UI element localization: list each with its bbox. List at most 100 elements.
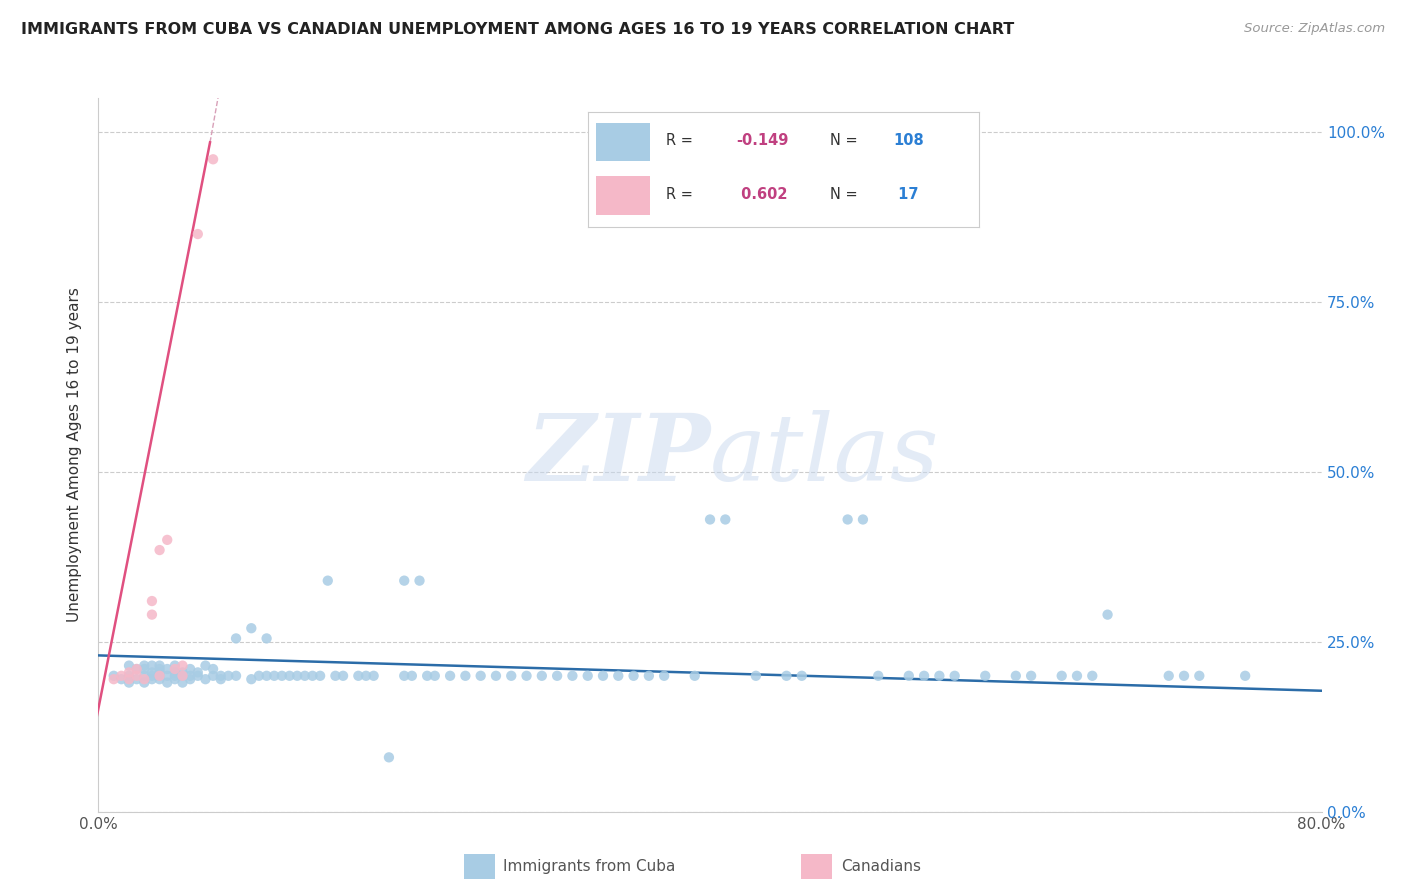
Point — [363, 669, 385, 683]
Point — [1004, 669, 1026, 683]
Point — [316, 574, 339, 588]
Point — [401, 669, 423, 683]
Point — [256, 669, 278, 683]
Point — [912, 669, 935, 683]
Point — [240, 621, 263, 635]
Point — [294, 669, 316, 683]
Point — [149, 665, 172, 680]
Point — [187, 227, 209, 241]
Point — [592, 669, 614, 683]
Point — [125, 662, 148, 676]
Point — [202, 153, 225, 167]
Point — [163, 665, 186, 680]
Point — [240, 672, 263, 686]
Point — [530, 669, 553, 683]
Point — [325, 669, 347, 683]
Point — [745, 669, 768, 683]
Point — [1066, 669, 1088, 683]
Point — [163, 658, 186, 673]
Point — [309, 669, 332, 683]
Point — [141, 669, 163, 683]
Point — [897, 669, 920, 683]
Point — [775, 669, 797, 683]
Point — [110, 672, 132, 686]
Point — [118, 658, 141, 673]
Point — [637, 669, 661, 683]
Point — [699, 512, 721, 526]
Point — [172, 675, 194, 690]
Point — [470, 669, 492, 683]
Point — [118, 669, 141, 683]
Point — [652, 669, 675, 683]
Point — [118, 665, 141, 680]
Point — [149, 658, 172, 673]
Point — [125, 672, 148, 686]
Point — [974, 669, 997, 683]
Point — [354, 669, 377, 683]
Point — [1188, 669, 1211, 683]
Point — [134, 675, 156, 690]
Point — [141, 607, 163, 622]
Point — [179, 672, 201, 686]
Point — [516, 669, 538, 683]
Point — [172, 669, 194, 683]
Point — [179, 669, 201, 683]
Point — [501, 669, 523, 683]
Point — [156, 662, 179, 676]
Point — [134, 658, 156, 673]
Point — [187, 665, 209, 680]
Point — [156, 533, 179, 547]
Point — [837, 512, 859, 526]
Point — [149, 669, 172, 683]
Point — [332, 669, 354, 683]
Point — [683, 669, 706, 683]
Point — [1019, 669, 1042, 683]
Point — [576, 669, 599, 683]
Point — [217, 669, 239, 683]
Point — [285, 669, 308, 683]
Point — [194, 672, 217, 686]
Point — [607, 669, 630, 683]
Point — [225, 632, 247, 646]
Point — [408, 574, 430, 588]
Text: Immigrants from Cuba: Immigrants from Cuba — [503, 859, 676, 873]
Point — [118, 672, 141, 686]
Point — [546, 669, 568, 683]
Point — [125, 662, 148, 676]
Point — [163, 669, 186, 683]
Point — [163, 672, 186, 686]
Point — [263, 669, 285, 683]
Point — [278, 669, 301, 683]
Point — [790, 669, 813, 683]
Point — [561, 669, 583, 683]
Point — [202, 669, 225, 683]
Point — [623, 669, 645, 683]
Point — [225, 669, 247, 683]
Point — [172, 665, 194, 680]
Point — [392, 574, 416, 588]
Point — [103, 672, 125, 686]
Point — [209, 672, 232, 686]
Point — [852, 512, 875, 526]
Text: Canadians: Canadians — [841, 859, 921, 873]
Point — [118, 675, 141, 690]
Point — [1097, 607, 1119, 622]
Point — [194, 658, 217, 673]
Point — [172, 669, 194, 683]
Point — [187, 669, 209, 683]
Point — [1173, 669, 1195, 683]
Point — [209, 669, 232, 683]
Y-axis label: Unemployment Among Ages 16 to 19 years: Unemployment Among Ages 16 to 19 years — [67, 287, 83, 623]
Point — [423, 669, 446, 683]
Text: atlas: atlas — [710, 410, 939, 500]
Point — [141, 658, 163, 673]
Point — [416, 669, 439, 683]
Point — [149, 662, 172, 676]
Point — [134, 669, 156, 683]
Point — [141, 665, 163, 680]
Point — [378, 750, 401, 764]
Point — [943, 669, 966, 683]
Point — [439, 669, 461, 683]
Point — [301, 669, 323, 683]
Point — [202, 662, 225, 676]
